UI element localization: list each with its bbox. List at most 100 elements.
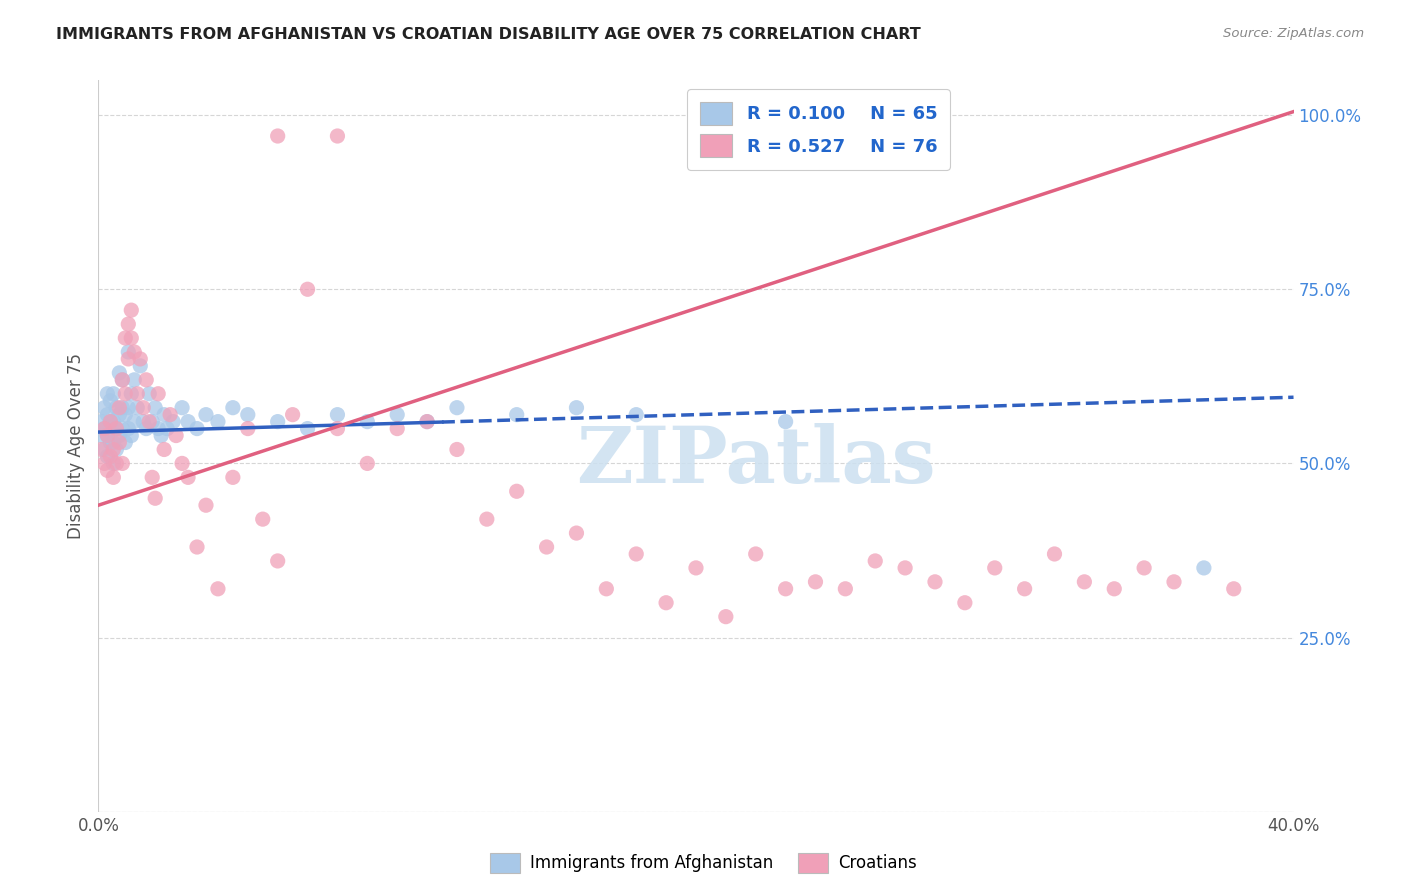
Point: [141, 415, 163, 429]
Point: [195, 498, 218, 512]
Point: [103, 415, 125, 429]
Point: [117, 401, 139, 415]
Point: [103, 470, 125, 484]
Point: [685, 561, 707, 575]
Point: [96, 408, 118, 422]
Text: IMMIGRANTS FROM AFGHANISTAN VS CROATIAN DISABILITY AGE OVER 75 CORRELATION CHART: IMMIGRANTS FROM AFGHANISTAN VS CROATIAN …: [56, 27, 921, 42]
Point: [93, 421, 115, 435]
Point: [103, 386, 125, 401]
Point: [98, 415, 122, 429]
Legend: Immigrants from Afghanistan, Croatians: Immigrants from Afghanistan, Croatians: [482, 847, 924, 880]
Point: [207, 582, 229, 596]
Point: [93, 457, 115, 471]
Legend: R = 0.100    N = 65, R = 0.527    N = 76: R = 0.100 N = 65, R = 0.527 N = 76: [688, 89, 950, 170]
Point: [565, 526, 588, 541]
Point: [96, 428, 118, 442]
Point: [385, 421, 409, 435]
Point: [1014, 582, 1036, 596]
Point: [416, 415, 439, 429]
Point: [150, 428, 173, 442]
Point: [984, 561, 1007, 575]
Point: [416, 415, 439, 429]
Point: [1043, 547, 1066, 561]
Point: [1073, 574, 1095, 589]
Point: [745, 547, 768, 561]
Point: [105, 401, 128, 415]
Point: [114, 386, 136, 401]
Point: [127, 386, 149, 401]
Point: [148, 386, 170, 401]
Point: [156, 421, 179, 435]
Point: [195, 408, 218, 422]
Point: [90, 428, 112, 442]
Point: [267, 554, 290, 568]
Point: [326, 408, 349, 422]
Point: [120, 303, 142, 318]
Point: [108, 428, 131, 442]
Point: [475, 512, 498, 526]
Point: [105, 442, 128, 457]
Point: [98, 435, 122, 450]
Point: [124, 415, 146, 429]
Point: [222, 401, 245, 415]
Point: [98, 415, 122, 429]
Point: [148, 421, 170, 435]
Point: [565, 401, 588, 415]
Point: [186, 421, 208, 435]
Point: [111, 457, 134, 471]
Point: [127, 401, 149, 415]
Point: [165, 428, 187, 442]
Point: [124, 345, 146, 359]
Point: [267, 128, 290, 143]
Point: [129, 351, 152, 366]
Point: [236, 408, 259, 422]
Point: [117, 317, 139, 331]
Point: [93, 401, 115, 415]
Text: ZIPatlas: ZIPatlas: [576, 423, 935, 499]
Point: [90, 442, 112, 457]
Point: [834, 582, 856, 596]
Point: [297, 282, 319, 296]
Point: [326, 128, 349, 143]
Point: [135, 421, 157, 435]
Point: [1192, 561, 1215, 575]
Point: [953, 596, 976, 610]
Point: [655, 596, 678, 610]
Point: [1104, 582, 1126, 596]
Point: [103, 435, 125, 450]
Point: [153, 442, 176, 457]
Point: [626, 547, 648, 561]
Point: [775, 582, 797, 596]
Point: [114, 435, 136, 450]
Point: [90, 415, 112, 429]
Point: [153, 408, 176, 422]
Point: [138, 415, 160, 429]
Point: [385, 408, 409, 422]
Point: [93, 442, 115, 457]
Point: [804, 574, 827, 589]
Point: [162, 415, 184, 429]
Point: [595, 582, 617, 596]
Point: [114, 331, 136, 345]
Point: [93, 421, 115, 435]
Point: [111, 373, 134, 387]
Point: [132, 401, 155, 415]
Point: [172, 457, 194, 471]
Point: [326, 421, 349, 435]
Point: [775, 415, 797, 429]
Point: [111, 401, 134, 415]
Point: [108, 366, 131, 380]
Point: [96, 428, 118, 442]
Point: [98, 450, 122, 464]
Point: [96, 463, 118, 477]
Point: [105, 421, 128, 435]
Point: [105, 421, 128, 435]
Point: [103, 442, 125, 457]
Point: [135, 373, 157, 387]
Point: [1223, 582, 1246, 596]
Point: [117, 421, 139, 435]
Point: [714, 609, 737, 624]
Point: [105, 457, 128, 471]
Point: [108, 435, 131, 450]
Point: [267, 415, 290, 429]
